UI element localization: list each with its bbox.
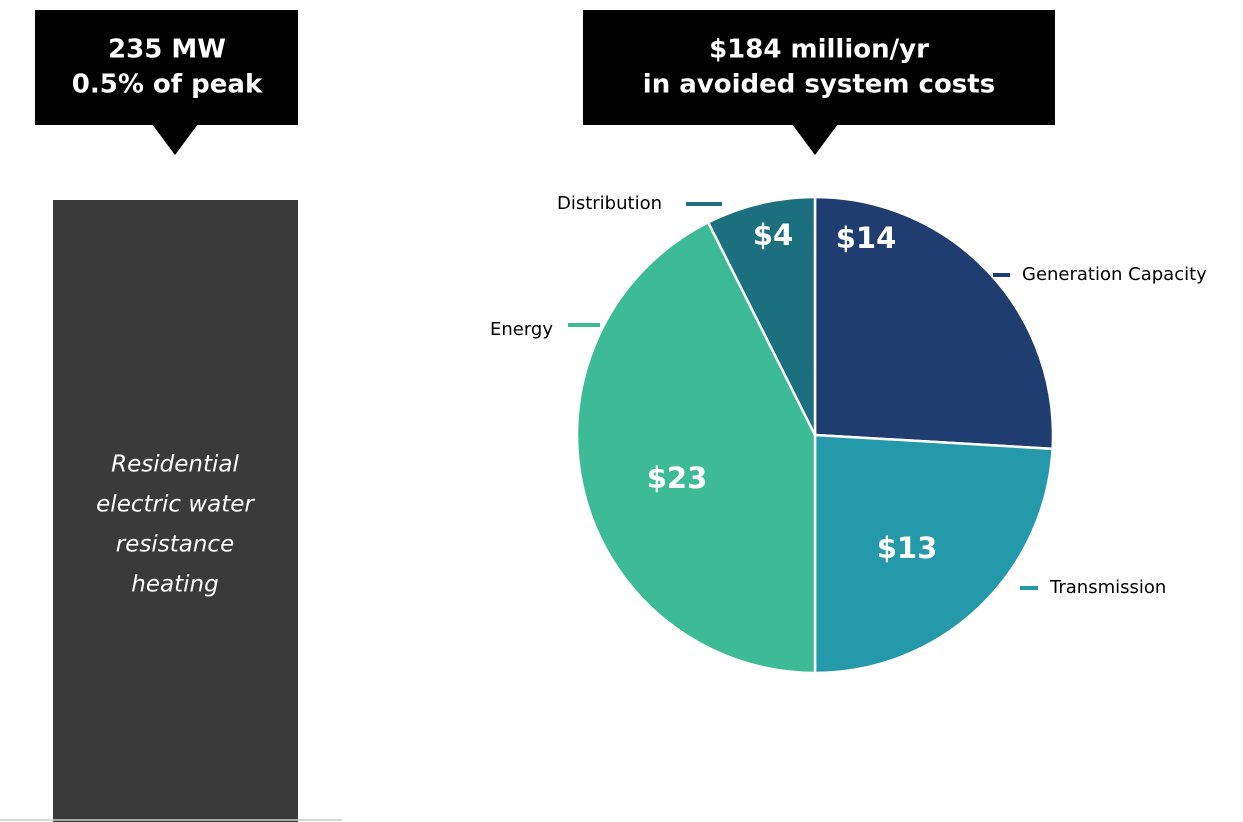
category-label: Transmission (1049, 577, 1166, 598)
value-label: $4 (753, 218, 793, 252)
bar-label: resistance (116, 532, 234, 558)
callout-text: 0.5% of peak (72, 70, 263, 100)
value-label: $13 (877, 531, 938, 565)
chart-title: in avoided system costs (643, 70, 995, 100)
bar-label: electric water (96, 492, 255, 518)
value-label: $23 (647, 461, 708, 495)
category-label: Generation Capacity (1022, 264, 1207, 285)
chart-title: $184 million/yr (709, 35, 929, 65)
left-callout-box (35, 10, 298, 125)
load-bar (53, 200, 298, 822)
pie-callout-pointer (792, 124, 838, 155)
category-label: Distribution (557, 193, 662, 214)
callout-text: 235 MW (108, 35, 226, 65)
value-label: $14 (836, 221, 897, 255)
left-callout-pointer (152, 124, 198, 155)
bar-label: heating (131, 572, 218, 598)
pie-slice (813, 433, 1054, 675)
category-label: Energy (490, 319, 553, 340)
bar-label: Residential (111, 452, 239, 478)
pie-slice (813, 195, 1055, 451)
pie-slice (575, 220, 817, 675)
pie-callout-box (583, 10, 1055, 125)
pie-slice (706, 195, 817, 436)
